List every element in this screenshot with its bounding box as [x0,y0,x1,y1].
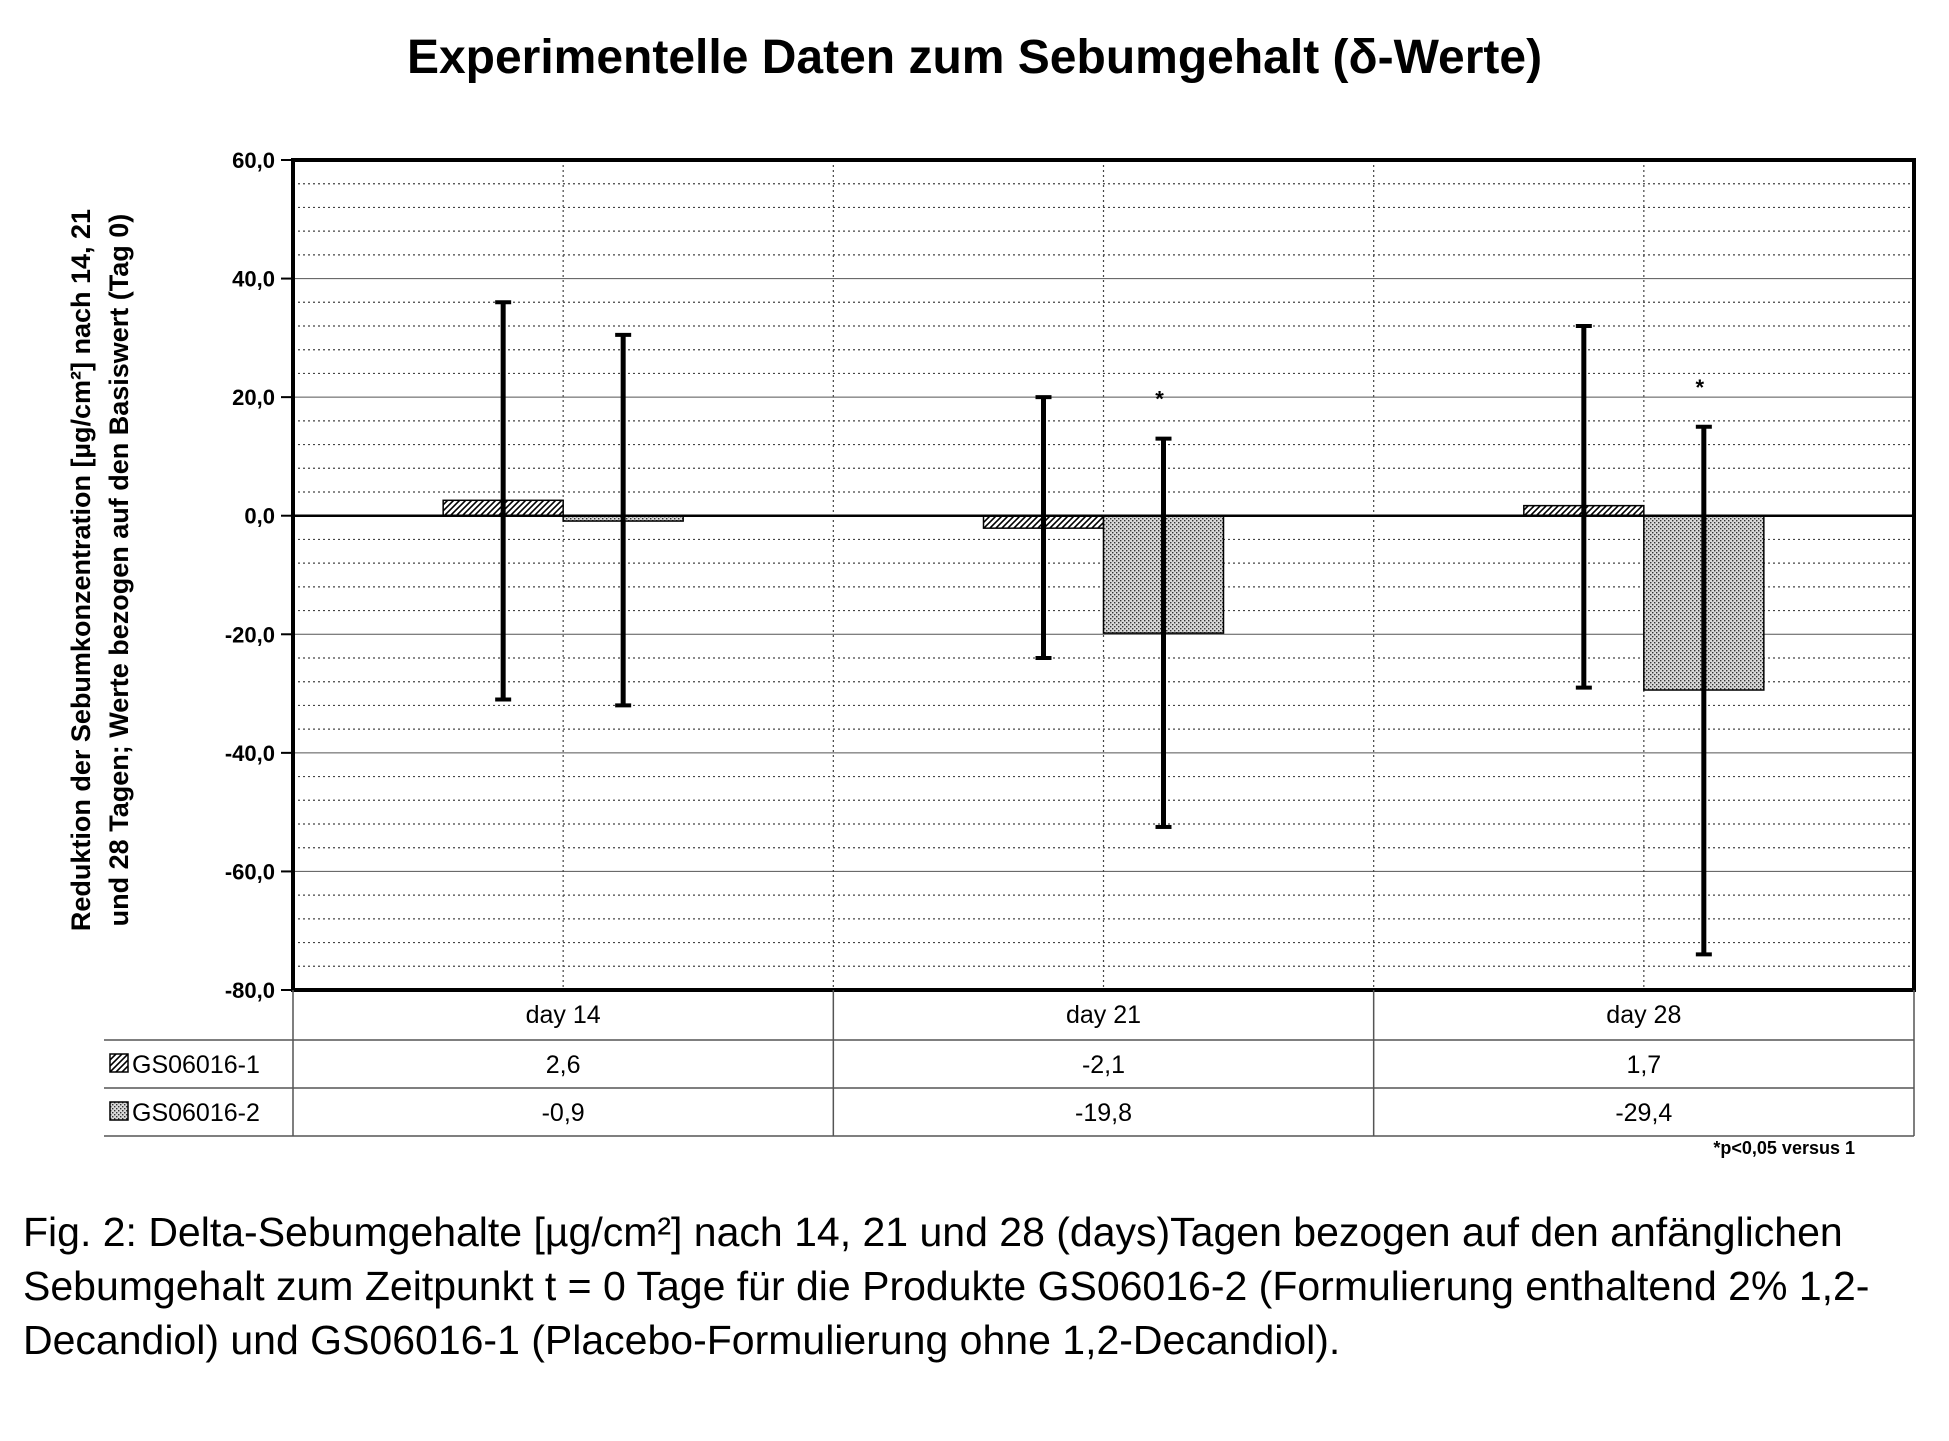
data-table: day 14 day 21 day 28 GS06016-1 2,6 -2,1 1,7 GS0… [104,990,1914,1136]
table-value: 2,6 [546,1051,581,1079]
significance-mark: * [1696,375,1705,400]
table-value: 1,7 [1626,1051,1661,1079]
y-tick-label: 40,0 [232,267,275,292]
chart-figure: Experimentelle Daten zum Sebumgehalt (δ-… [0,0,1949,1441]
figure-caption: Fig. 2: Delta-Sebumgehalte [µg/cm²] nach… [23,1205,1923,1367]
y-tick-label: -60,0 [225,859,275,884]
table-value: -2,1 [1082,1051,1125,1079]
category-label: day 21 [1066,1001,1141,1029]
significance-footnote: *p<0,05 versus 1 [1650,1138,1855,1159]
y-tick-label: 20,0 [232,385,275,410]
category-label: day 14 [526,1001,601,1029]
legend-series-name: GS06016-1 [132,1051,260,1079]
table-value: -29,4 [1615,1099,1672,1127]
legend-series-name: GS06016-2 [132,1099,260,1127]
significance-mark: * [1155,387,1164,412]
table-value: -0,9 [542,1099,585,1127]
y-tick-label: 60,0 [232,148,275,173]
y-tick-label: -40,0 [225,741,275,766]
y-tick-label: -80,0 [225,978,275,1003]
y-tick-label: -20,0 [225,622,275,647]
legend-swatch [110,1054,128,1072]
table-value: -19,8 [1075,1099,1132,1127]
legend-swatch [110,1102,128,1120]
category-label: day 28 [1606,1001,1681,1029]
y-tick-label: 0,0 [244,504,275,529]
